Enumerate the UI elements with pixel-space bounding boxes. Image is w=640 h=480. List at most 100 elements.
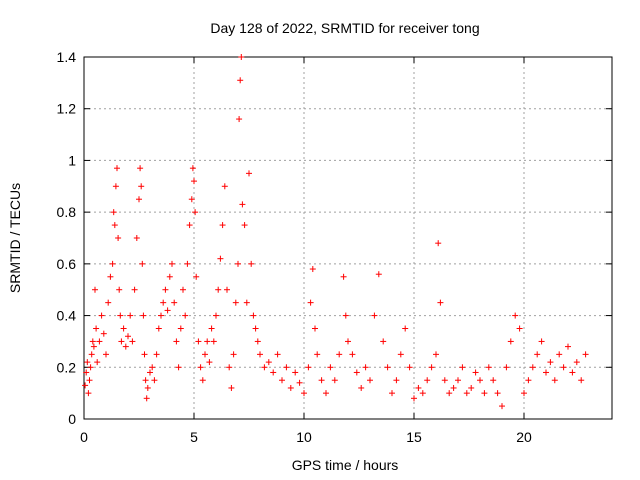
data-point bbox=[98, 312, 105, 319]
data-point bbox=[529, 364, 536, 371]
data-point bbox=[155, 325, 162, 332]
data-point bbox=[103, 351, 109, 358]
data-point bbox=[142, 377, 149, 384]
data-point bbox=[411, 395, 417, 402]
data-point bbox=[243, 299, 250, 306]
data-point bbox=[193, 273, 200, 280]
data-point bbox=[117, 312, 124, 319]
y-tick-label: 1.4 bbox=[57, 49, 77, 65]
data-point bbox=[118, 338, 125, 345]
chart-title: Day 128 of 2022, SRMTID for receiver ton… bbox=[210, 20, 479, 36]
data-point bbox=[301, 390, 307, 397]
data-point bbox=[397, 351, 404, 358]
data-point bbox=[525, 377, 532, 384]
data-point bbox=[158, 312, 164, 319]
data-point bbox=[393, 377, 400, 384]
data-point bbox=[307, 299, 314, 306]
data-point bbox=[112, 183, 119, 190]
data-point bbox=[569, 369, 576, 376]
data-point bbox=[254, 338, 261, 345]
data-point bbox=[283, 364, 290, 371]
x-axis-label: GPS time / hours bbox=[292, 457, 399, 473]
y-tick-label: 0.4 bbox=[57, 308, 77, 324]
data-point bbox=[182, 312, 189, 319]
y-tick-label: 1.2 bbox=[57, 101, 77, 117]
data-point bbox=[450, 384, 457, 391]
data-point bbox=[82, 382, 89, 389]
data-point bbox=[435, 240, 442, 247]
data-point bbox=[111, 222, 118, 229]
data-point bbox=[312, 325, 318, 332]
data-point bbox=[100, 330, 107, 337]
data-point bbox=[551, 377, 558, 384]
data-point bbox=[208, 325, 215, 332]
data-points bbox=[82, 54, 589, 410]
data-point bbox=[151, 377, 158, 384]
data-point bbox=[433, 351, 439, 358]
data-point bbox=[336, 351, 343, 358]
data-point bbox=[485, 364, 492, 371]
data-point bbox=[375, 271, 382, 278]
axis-ticks: 0 0.2 0.4 0.6 0.8 1 1.2 1.4 0 5 10 15 20 bbox=[57, 49, 612, 445]
data-point bbox=[85, 390, 92, 397]
data-point bbox=[147, 369, 153, 376]
data-point bbox=[455, 377, 461, 384]
data-point bbox=[538, 338, 545, 345]
data-point bbox=[477, 377, 483, 384]
data-point bbox=[252, 325, 259, 332]
data-point bbox=[235, 260, 241, 267]
data-point bbox=[195, 338, 202, 345]
data-point bbox=[160, 299, 167, 306]
data-point bbox=[318, 377, 325, 384]
data-point bbox=[512, 312, 519, 319]
data-point bbox=[232, 299, 239, 306]
data-point bbox=[180, 286, 186, 293]
data-point bbox=[362, 364, 369, 371]
data-point bbox=[292, 369, 299, 376]
data-point bbox=[494, 390, 501, 397]
data-point bbox=[516, 325, 523, 332]
data-point bbox=[560, 364, 567, 371]
data-point bbox=[137, 165, 144, 172]
data-point bbox=[345, 338, 351, 345]
data-point bbox=[141, 351, 148, 358]
data-point bbox=[114, 165, 120, 172]
data-point bbox=[83, 369, 90, 376]
data-point bbox=[349, 351, 356, 358]
y-tick-label: 1 bbox=[68, 152, 76, 168]
data-point bbox=[210, 338, 217, 345]
data-point bbox=[472, 369, 479, 376]
data-point bbox=[239, 201, 246, 208]
data-point bbox=[166, 273, 173, 280]
data-point bbox=[296, 379, 303, 386]
data-point bbox=[224, 286, 230, 293]
data-point bbox=[406, 364, 413, 371]
data-point bbox=[199, 377, 206, 384]
data-point bbox=[305, 364, 312, 371]
data-point bbox=[177, 325, 184, 332]
data-point bbox=[204, 338, 211, 345]
data-point bbox=[217, 255, 224, 262]
data-point bbox=[186, 222, 193, 229]
data-point bbox=[237, 77, 244, 84]
data-point bbox=[371, 312, 378, 319]
data-point bbox=[228, 384, 235, 391]
data-point bbox=[323, 390, 329, 397]
data-point bbox=[96, 338, 103, 345]
data-point bbox=[327, 364, 334, 371]
data-point bbox=[86, 377, 93, 384]
x-tick-label: 10 bbox=[296, 429, 312, 445]
data-point bbox=[384, 364, 391, 371]
data-point bbox=[162, 286, 169, 293]
x-tick-label: 0 bbox=[80, 429, 88, 445]
data-point bbox=[565, 343, 571, 350]
data-point bbox=[192, 209, 199, 216]
data-point bbox=[582, 351, 589, 358]
data-point bbox=[84, 359, 91, 366]
x-tick-label: 20 bbox=[516, 429, 532, 445]
data-point bbox=[419, 390, 426, 397]
x-tick-label: 5 bbox=[190, 429, 198, 445]
data-point bbox=[125, 333, 131, 340]
data-point bbox=[358, 384, 365, 391]
